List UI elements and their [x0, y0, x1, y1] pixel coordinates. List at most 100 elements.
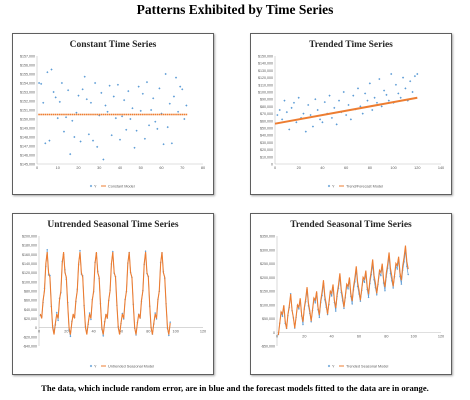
data-point [278, 108, 281, 112]
x-tick-label: 120 [438, 334, 444, 338]
model-point [123, 113, 125, 116]
trended-series-chart: Trended Time Series 0 $10,000 $20,000 $30,00… [258, 40, 444, 188]
model-point [131, 113, 134, 116]
data-point [120, 115, 124, 118]
data-point [323, 100, 326, 104]
y-tick-label: $151,000 [20, 109, 35, 113]
data-point [154, 120, 157, 123]
data-point [162, 143, 165, 146]
trended-seasonal-panel: Trended Seasonal Time Series -$50,000 0 $50… [250, 213, 452, 375]
x-tick-label: 20 [76, 166, 80, 170]
model-point [160, 113, 163, 116]
model-point [181, 113, 184, 116]
data-point [318, 316, 321, 319]
untrended-seasonal-panel: Untrended Seasonal Time Series -$40,000 -$… [12, 213, 214, 375]
y-tick-label: $40,000 [24, 308, 37, 312]
data-point [60, 81, 63, 85]
data-point [345, 113, 348, 117]
model-point [110, 113, 113, 116]
x-tick-label: 120 [414, 166, 420, 170]
data-point [181, 88, 184, 91]
data-point [114, 117, 117, 120]
model-point [146, 113, 148, 116]
model-point [144, 113, 146, 116]
y-tick-label: $155,000 [20, 73, 35, 77]
data-point [158, 87, 161, 90]
model-point [156, 113, 159, 116]
constant-series-chart: Constant Time Series $145,000 $146,000 $147… [20, 40, 205, 188]
data-point [382, 89, 386, 92]
model-point [73, 113, 76, 116]
data-point [333, 106, 336, 109]
model-point [142, 113, 144, 116]
data-point [135, 129, 138, 132]
data-point [342, 90, 345, 94]
x-tick-label: 120 [200, 330, 206, 334]
legend-label-data: Y [332, 184, 335, 188]
data-point [118, 138, 122, 141]
model-point [119, 113, 121, 116]
data-point [283, 99, 286, 102]
data-point [143, 137, 146, 140]
model-point [88, 113, 90, 116]
model-point [112, 113, 115, 116]
model-point [98, 113, 101, 116]
model-point [117, 113, 119, 116]
x-tick-label: 0 [38, 330, 40, 334]
data-point [112, 95, 115, 98]
data-point [83, 75, 86, 78]
data-point [87, 133, 90, 136]
y-tick-label: $110,000 [258, 83, 273, 87]
y-tick-label: $160,000 [22, 253, 37, 257]
data-point [129, 117, 132, 121]
legend-label-model: Trended Seasonal Model [346, 364, 388, 368]
data-point [297, 307, 300, 310]
y-tick-label: $90,000 [260, 98, 273, 102]
x-tick-label: 40 [92, 330, 96, 334]
model-point [90, 113, 92, 116]
data-point [407, 273, 410, 276]
data-point [100, 91, 103, 94]
y-tick-label: $149,000 [20, 127, 35, 131]
data-point [288, 128, 291, 131]
data-point [67, 89, 70, 92]
y-tick-label: $60,000 [24, 299, 37, 303]
y-tick-label: $150,000 [260, 290, 275, 294]
data-point [380, 105, 383, 108]
data-point [150, 108, 153, 112]
y-tick-label: $148,000 [20, 136, 35, 140]
y-tick-label: -$40,000 [23, 345, 37, 349]
data-point [400, 283, 403, 286]
data-point [56, 117, 59, 120]
data-point [69, 335, 72, 338]
model-point [56, 113, 59, 116]
y-tick-label: 0 [271, 163, 273, 167]
data-point [54, 96, 57, 99]
data-point [335, 123, 338, 126]
model-point [127, 113, 130, 116]
x-tick-label: 40 [320, 166, 324, 170]
data-point [177, 110, 180, 113]
data-point [304, 130, 307, 133]
x-tick-label: 0 [36, 166, 38, 170]
model-point [171, 113, 173, 116]
data-line [278, 250, 409, 335]
data-point [404, 87, 407, 90]
y-tick-label: $100,000 [22, 280, 37, 284]
data-point [334, 310, 337, 312]
x-tick-label: 10 [56, 166, 60, 170]
chart-title: Trended Seasonal Time Series [290, 220, 412, 230]
legend-marker-data [89, 364, 93, 368]
x-tick-label: 100 [410, 334, 416, 338]
y-tick-label: $147,000 [20, 145, 35, 149]
x-tick-label: 60 [344, 166, 348, 170]
x-tick-label: 80 [368, 166, 372, 170]
data-point [347, 103, 350, 107]
x-tick-label: 60 [159, 166, 163, 170]
data-point [295, 121, 298, 124]
data-point [110, 134, 113, 137]
data-point [367, 296, 370, 299]
y-tick-label: $50,000 [260, 127, 273, 131]
model-point [69, 113, 71, 116]
trended-series-panel: Trended Time Series 0 $10,000 $20,000 $30,00… [250, 33, 452, 195]
